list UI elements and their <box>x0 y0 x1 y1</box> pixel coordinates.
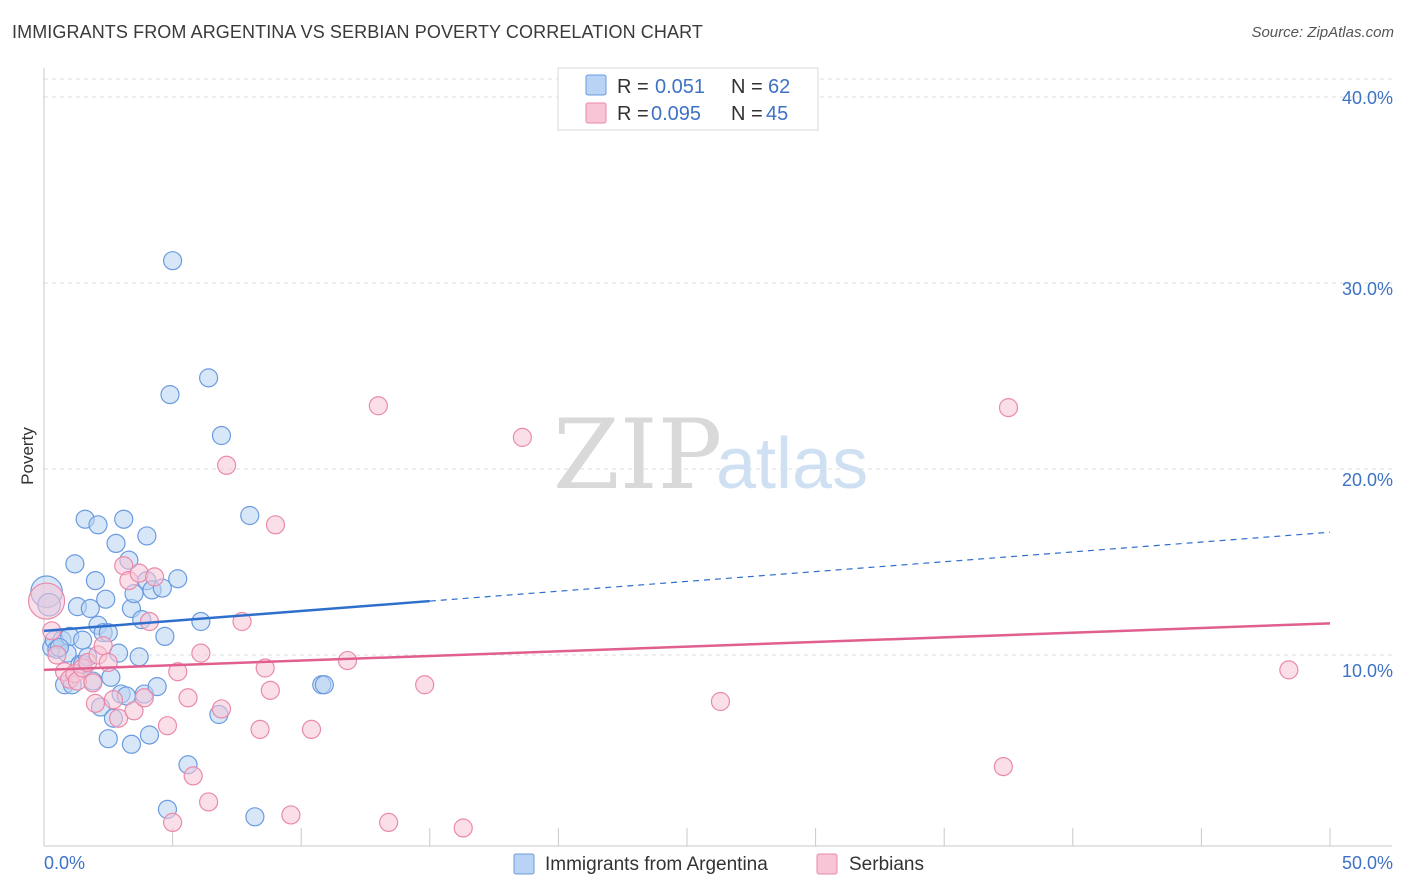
serbians-point <box>993 756 1013 777</box>
serbians-point <box>178 688 198 708</box>
serbians-point <box>379 812 399 833</box>
serbians-point <box>108 708 129 728</box>
serbians-point <box>163 812 183 833</box>
argentina-point <box>191 611 211 632</box>
argentina-point <box>106 533 126 554</box>
serbians-point <box>281 805 301 825</box>
legend-swatch-pink <box>585 102 607 124</box>
watermark-atlas: atlas <box>716 424 868 504</box>
argentina-point <box>211 425 232 446</box>
serbians-point <box>199 792 219 812</box>
serbians-point <box>134 688 154 708</box>
serbians-point <box>710 691 731 712</box>
argentina-point <box>168 569 188 589</box>
serbians-point <box>157 716 178 736</box>
serbians-point <box>998 398 1019 418</box>
serbians-point <box>301 719 322 740</box>
chart-title: IMMIGRANTS FROM ARGENTINA VS SERBIAN POV… <box>12 22 703 42</box>
argentina-point <box>88 515 108 535</box>
serbians-point <box>93 636 113 656</box>
x-tick-label-max: 50.0% <box>1342 853 1393 873</box>
legend-n-label-pink: N = <box>731 103 763 125</box>
serbians-point <box>168 662 188 682</box>
legend-n-label-blue: N = <box>731 76 763 98</box>
serbians-point <box>415 675 435 695</box>
trend-line-argentina-dashed <box>429 531 1331 602</box>
argentina-point <box>80 598 100 619</box>
serbians-point <box>183 766 203 786</box>
y-tick-label-30: 30.0% <box>1342 279 1393 299</box>
argentina-point <box>65 554 85 574</box>
source-label: Source: ZipAtlas.com <box>1251 24 1394 41</box>
legend-r-value-blue: 0.051 <box>655 76 705 98</box>
argentina-point <box>98 729 118 749</box>
serbians-point <box>453 818 473 838</box>
argentina-point <box>139 725 160 745</box>
argentina-point <box>114 509 134 529</box>
argentina-point <box>245 807 265 827</box>
y-tick-label-40: 40.0% <box>1342 88 1393 108</box>
serbians-point <box>512 427 532 447</box>
argentina-point <box>147 677 167 697</box>
legend-r-value-pink: 0.095 <box>651 103 701 125</box>
argentina-point <box>199 368 219 388</box>
series-legend: Immigrants from Argentina Serbians <box>513 853 924 875</box>
serbians-point <box>103 690 124 710</box>
serbians-point <box>337 650 358 671</box>
serbians-point <box>211 699 232 719</box>
bottom-legend-swatch-pink <box>816 853 838 875</box>
argentina-point <box>96 589 116 609</box>
gridlines <box>44 78 1392 656</box>
serbians-point <box>47 645 67 665</box>
legend-swatch-blue <box>585 74 607 96</box>
bottom-legend-swatch-blue <box>513 853 535 875</box>
series-argentina-points <box>30 251 334 827</box>
y-tick-label-10: 10.0% <box>1342 661 1393 681</box>
series-serbians-points <box>27 396 1299 838</box>
trend-line-serbians <box>43 622 1331 672</box>
y-tick-label-20: 20.0% <box>1342 470 1393 490</box>
trend-line-argentina-solid <box>43 599 430 633</box>
serbians-point <box>260 680 280 700</box>
serbians-point <box>191 643 211 663</box>
argentina-point <box>163 251 183 271</box>
stats-legend: R = 0.051 N = 62 R = 0.095 N = 45 <box>557 67 819 131</box>
legend-r-label-pink: R = <box>617 103 649 125</box>
serbians-point <box>255 658 275 678</box>
axes <box>43 68 1392 847</box>
y-axis-title: Poverty <box>18 427 37 485</box>
serbians-point <box>250 719 270 740</box>
bottom-legend-label-serbians: Serbians <box>849 854 924 875</box>
argentina-point <box>85 570 106 591</box>
legend-n-value-pink: 45 <box>766 103 788 125</box>
legend-r-label-blue: R = <box>617 76 649 98</box>
legend-n-value-blue: 62 <box>768 76 790 98</box>
serbians-point <box>217 455 237 475</box>
serbians-point <box>144 567 165 587</box>
argentina-point <box>137 526 157 546</box>
serbians-point <box>27 582 66 620</box>
argentina-point <box>160 385 180 405</box>
serbians-point <box>368 396 388 416</box>
argentina-point <box>129 647 149 667</box>
argentina-point <box>155 626 175 647</box>
serbians-point <box>1279 660 1299 680</box>
watermark-zip: ZIP <box>553 399 722 511</box>
argentina-point <box>314 675 334 695</box>
argentina-point <box>121 734 142 754</box>
serbians-point <box>124 701 144 721</box>
x-tick-label-min: 0.0% <box>44 853 85 873</box>
bottom-legend-label-argentina: Immigrants from Argentina <box>545 854 768 875</box>
argentina-point <box>240 505 260 526</box>
serbians-point <box>265 515 286 535</box>
serbians-point <box>85 693 106 713</box>
serbians-point <box>83 673 103 693</box>
trend-lines <box>43 531 1331 672</box>
argentina-point <box>72 630 93 650</box>
